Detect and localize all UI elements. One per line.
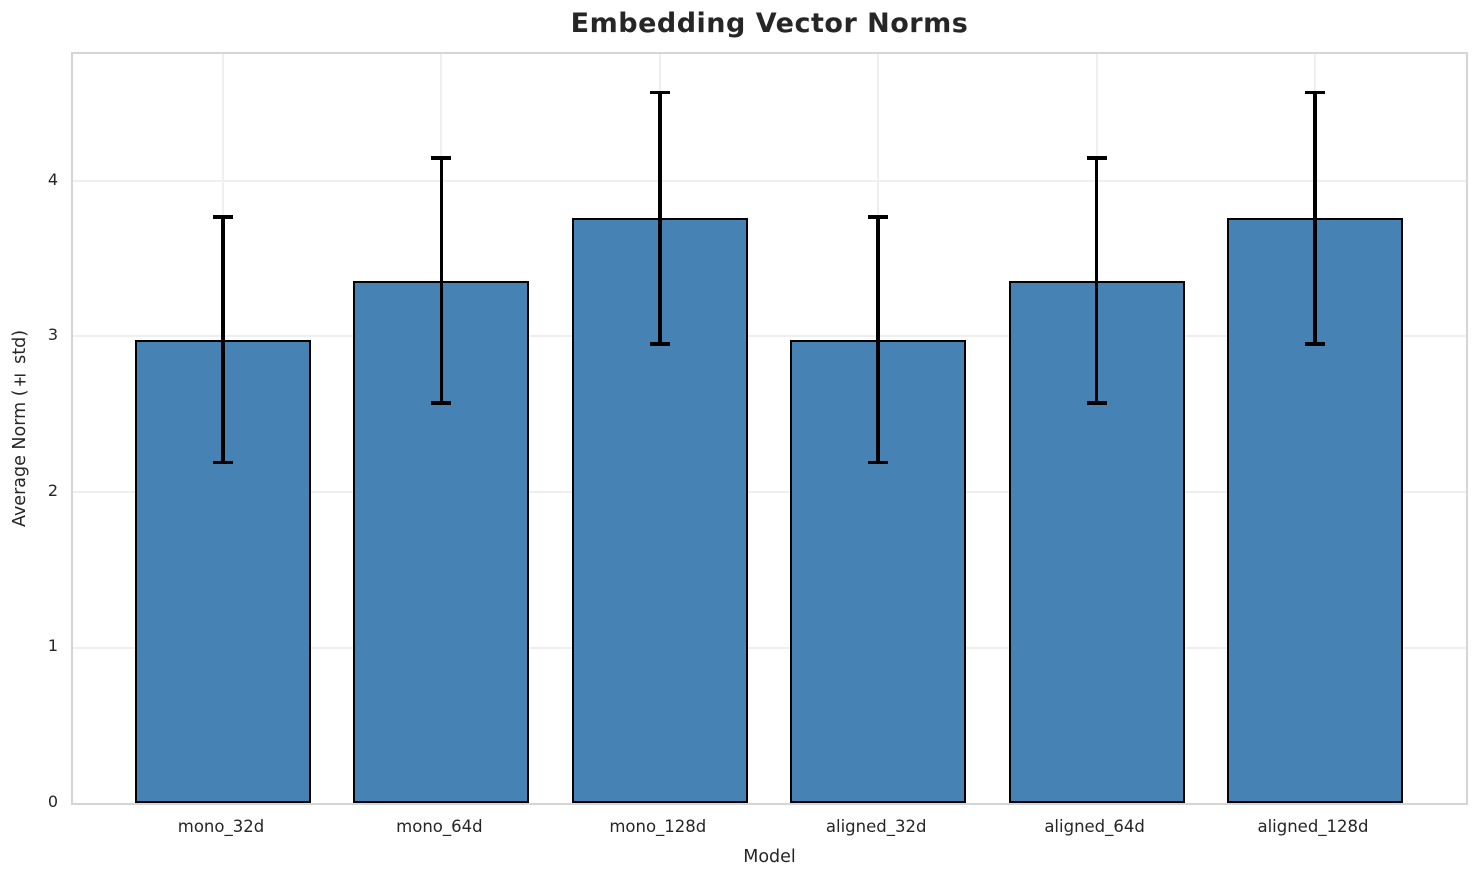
error-bar-line <box>1094 156 1099 405</box>
y-tick-label: 0 <box>47 792 58 811</box>
y-axis-label: Average Norm (± std) <box>10 329 30 528</box>
error-bar-cap-bottom <box>649 342 670 346</box>
error-bar-line <box>1313 90 1317 346</box>
error-bar-cap-bottom <box>1305 342 1325 346</box>
error-bar-cap-top <box>1305 90 1325 95</box>
gridline-horizontal <box>73 179 1466 182</box>
x-tick-label: mono_64d <box>396 817 483 836</box>
y-tick-label: 2 <box>47 480 58 500</box>
x-tick-label: aligned_32d <box>825 817 927 836</box>
error-bar-cap-bottom <box>431 401 452 405</box>
error-bar-cap-top <box>431 156 452 160</box>
error-bar-cap-top <box>1086 156 1107 160</box>
x-tick-label: mono_32d <box>177 817 265 836</box>
bar-aligned_128d <box>1227 218 1403 803</box>
gridline-horizontal <box>73 646 1466 649</box>
error-bar-cap-bottom <box>868 460 889 464</box>
plot-area <box>71 52 1468 805</box>
x-tick-label: mono_128d <box>609 817 707 836</box>
error-bar-cap-top <box>213 215 233 219</box>
error-bar-line <box>439 156 444 405</box>
x-axis-label: Model <box>743 847 796 867</box>
gridline-horizontal <box>73 490 1466 493</box>
error-bar-line <box>876 215 880 464</box>
y-tick-label: 4 <box>47 169 58 189</box>
error-bar-cap-top <box>868 215 889 219</box>
error-bar-line <box>221 215 225 464</box>
error-bar-line <box>658 90 662 346</box>
y-tick-label: 3 <box>47 325 58 345</box>
y-tick-label: 1 <box>47 636 58 656</box>
error-bar-cap-bottom <box>213 460 233 464</box>
error-bar-cap-bottom <box>1086 401 1107 405</box>
gridline-horizontal <box>73 335 1466 338</box>
x-tick-label: aligned_64d <box>1044 817 1145 836</box>
chart-title: Embedding Vector Norms <box>570 8 969 39</box>
x-tick-label: aligned_128d <box>1257 817 1369 836</box>
error-bar-cap-top <box>649 90 670 95</box>
